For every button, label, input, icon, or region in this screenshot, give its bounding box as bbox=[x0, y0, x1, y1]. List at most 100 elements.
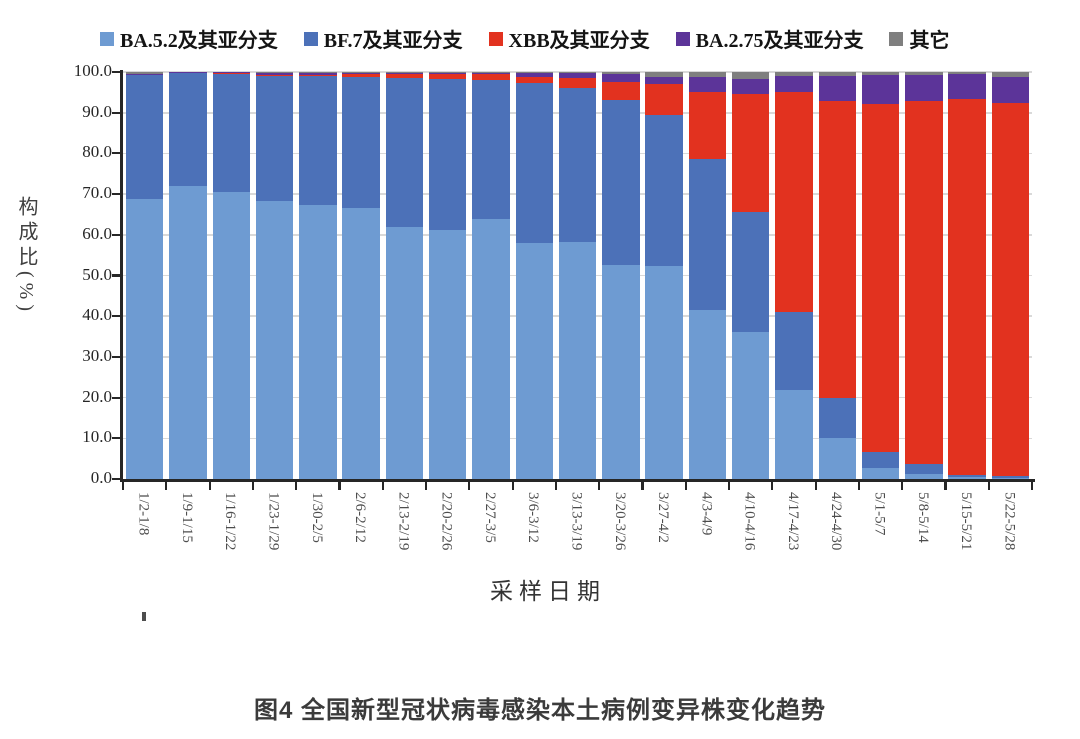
bar-segment bbox=[255, 201, 294, 479]
bar-segment bbox=[125, 75, 164, 199]
x-axis-tick bbox=[728, 479, 731, 490]
bar-segment bbox=[645, 72, 683, 77]
bar-segment bbox=[255, 72, 294, 73]
bar-5/8-5/14 bbox=[905, 72, 943, 479]
bar-segment bbox=[169, 185, 207, 479]
bar-segment bbox=[558, 77, 597, 89]
bar-segment bbox=[818, 398, 856, 439]
bar-segment bbox=[775, 91, 813, 312]
bar-segment bbox=[645, 76, 683, 84]
bar-segment bbox=[385, 226, 424, 479]
bar-segment bbox=[948, 99, 986, 476]
x-axis-tick bbox=[381, 479, 384, 490]
bar-segment bbox=[905, 74, 943, 101]
x-tick-label-11: 3/20-3/26 bbox=[611, 492, 628, 551]
legend-item-3: BA.2.75及其亚分支 bbox=[675, 24, 864, 53]
bar-segment bbox=[602, 81, 640, 101]
bar-segment bbox=[818, 438, 856, 479]
bar-segment bbox=[991, 476, 1030, 478]
y-tick-label: 10.0 bbox=[82, 427, 112, 447]
x-tick-label-20: 5/22-5/28 bbox=[1001, 492, 1018, 551]
x-tick-label-13: 4/3-4/9 bbox=[698, 492, 715, 536]
bar-segment bbox=[515, 83, 553, 243]
x-tick-label-1: 1/9-1/15 bbox=[178, 492, 195, 543]
bar-segment bbox=[602, 264, 640, 479]
bar-4/3-4/9 bbox=[688, 72, 727, 479]
bar-segment bbox=[688, 72, 727, 77]
x-axis-tick bbox=[857, 479, 861, 490]
bar-segment bbox=[905, 100, 943, 465]
x-axis-tick bbox=[1031, 479, 1034, 490]
x-axis-tick bbox=[208, 479, 211, 490]
bar-3/6-3/12 bbox=[515, 72, 553, 479]
bar-segment bbox=[558, 88, 597, 242]
y-axis-tick bbox=[112, 396, 123, 399]
x-tick-label-4: 1/30-2/5 bbox=[308, 492, 325, 543]
bar-1/30-2/5 bbox=[299, 72, 337, 479]
bar-segment bbox=[515, 76, 553, 84]
bar-segment bbox=[299, 72, 337, 73]
chart-legend: BA.5.2及其亚分支 BF.7及其亚分支 XBB及其亚分支 BA.2.75及其亚分支… bbox=[100, 24, 949, 53]
bar-segment bbox=[472, 74, 510, 81]
y-axis-tick bbox=[112, 355, 123, 358]
y-tick-label: 70.0 bbox=[82, 183, 112, 203]
x-axis-tick bbox=[987, 479, 990, 490]
bar-segment bbox=[775, 76, 813, 92]
bar-segment bbox=[558, 241, 597, 479]
bar-segment bbox=[602, 73, 640, 82]
bar-segment bbox=[688, 310, 727, 479]
bar-segment bbox=[948, 475, 986, 478]
x-tick-label-17: 5/1-5/7 bbox=[871, 492, 888, 536]
legend-label: BA.5.2及其亚分支 bbox=[120, 30, 278, 52]
y-tick-label: 90.0 bbox=[82, 101, 112, 121]
bar-segment bbox=[948, 74, 986, 100]
legend-swatch bbox=[675, 31, 690, 46]
bar-segment bbox=[818, 101, 856, 399]
bar-segment bbox=[472, 72, 510, 73]
y-tick-label: 80.0 bbox=[82, 142, 112, 162]
bar-segment bbox=[991, 72, 1030, 77]
figure-caption: 图4 全国新型冠状病毒感染本土病例变异株变化趋势 bbox=[253, 697, 826, 724]
bar-segment bbox=[342, 72, 380, 73]
bar-segment bbox=[515, 242, 553, 479]
bar-segment bbox=[731, 72, 770, 79]
bar-1/16-1/22 bbox=[212, 72, 250, 479]
x-axis-tick bbox=[251, 479, 255, 490]
y-axis-tick bbox=[112, 70, 123, 74]
bar-segment bbox=[385, 74, 424, 78]
y-tick-label: 100.0 bbox=[73, 61, 112, 80]
bar-segment bbox=[472, 80, 510, 219]
bar-segment bbox=[212, 73, 250, 192]
bar-5/1-5/7 bbox=[861, 72, 900, 479]
bar-segment bbox=[991, 477, 1030, 479]
bar-segment bbox=[861, 72, 900, 76]
bar-segment bbox=[688, 158, 727, 311]
bar-segment bbox=[991, 76, 1030, 103]
bar-segment bbox=[861, 75, 900, 104]
bar-segment bbox=[342, 72, 380, 74]
bar-2/13-2/19 bbox=[385, 72, 424, 479]
bar-segment bbox=[342, 208, 380, 479]
bar-segment bbox=[775, 72, 813, 77]
bar-1/2-1/8 bbox=[125, 72, 164, 479]
legend-item-4: 其它 bbox=[889, 24, 949, 53]
bar-segment bbox=[948, 477, 986, 479]
x-axis-tick bbox=[944, 479, 947, 490]
x-axis-tick bbox=[425, 479, 428, 490]
bar-segment bbox=[515, 72, 553, 74]
bar-segment bbox=[472, 72, 510, 75]
bar-3/20-3/26 bbox=[602, 72, 640, 479]
y-axis-title: 构成比(%) bbox=[15, 196, 37, 316]
x-tick-label-0: 1/2-1/8 bbox=[135, 492, 152, 536]
x-tick-label-10: 3/13-3/19 bbox=[568, 492, 585, 551]
x-tick-label-5: 2/6-2/12 bbox=[352, 492, 369, 543]
x-tick-label-12: 3/27-4/2 bbox=[655, 492, 672, 543]
x-tick-label-3: 1/23-1/29 bbox=[265, 492, 282, 551]
bar-segment bbox=[515, 73, 553, 77]
legend-label: BA.2.75及其亚分支 bbox=[695, 30, 864, 52]
bar-segment bbox=[905, 464, 943, 475]
y-axis-tick bbox=[112, 274, 123, 277]
bar-2/27-3/5 bbox=[472, 72, 510, 479]
bar-segment bbox=[255, 75, 294, 202]
bar-4/24-4/30 bbox=[818, 72, 856, 479]
